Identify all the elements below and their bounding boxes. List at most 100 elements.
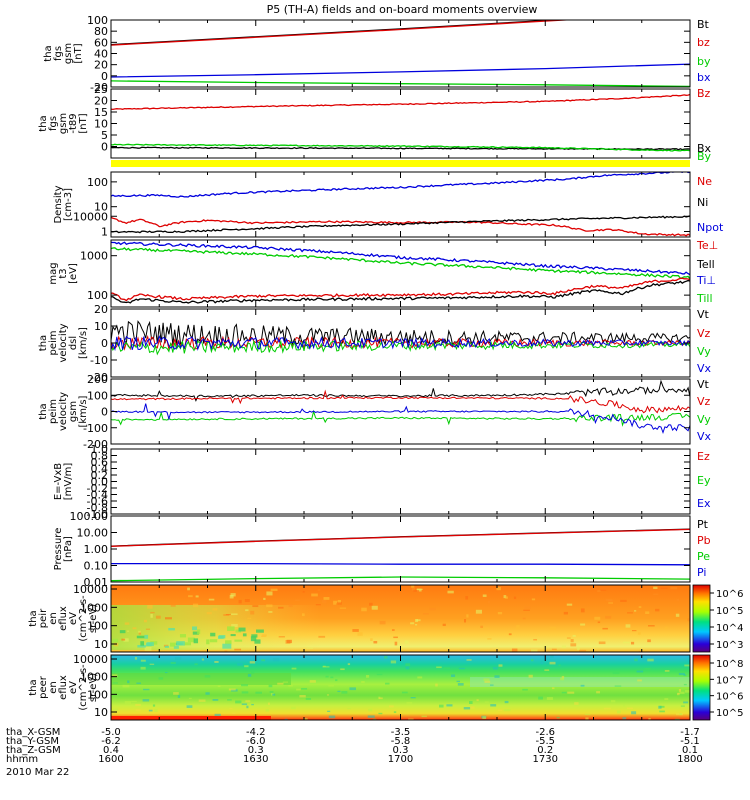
peir-pixel: [121, 638, 126, 641]
peer-pixel: [435, 683, 438, 687]
y-axis-label: tha: [28, 610, 39, 626]
peir-pixel: [352, 629, 359, 632]
peir-pixel: [429, 607, 436, 611]
peir-pixel: [170, 604, 176, 607]
colorbar-tick-label: 10^5: [716, 708, 743, 719]
peir-pixel: [570, 643, 577, 647]
peer-pixel: [322, 666, 330, 668]
y-axis-label: peim: [48, 399, 59, 424]
peir-pixel: [187, 587, 190, 591]
peer-pixel: [550, 655, 554, 658]
peir-pixel: [598, 641, 606, 645]
peer-pixel: [204, 675, 211, 678]
peir-pixel: [687, 618, 690, 622]
legend-ne: Ne: [697, 175, 712, 188]
peer-pixel: [112, 682, 118, 684]
peer-pixel: [546, 697, 553, 701]
peir-pixel: [660, 587, 668, 589]
peir-pixel: [496, 586, 501, 591]
peer-pixel: [136, 682, 141, 684]
x-tick-label: -6.2: [101, 736, 121, 747]
peer-band: [470, 677, 690, 687]
y-tick-label: 40: [94, 48, 108, 61]
peer-pixel: [476, 699, 479, 702]
peir-pixel: [127, 630, 130, 632]
peer-pixel: [325, 675, 329, 678]
peir-pixel: [413, 589, 419, 592]
y-axis-label: tha: [38, 115, 49, 131]
y-tick-label: 1000: [80, 250, 108, 263]
y-tick-label: -10: [90, 354, 108, 367]
y-tick-label: 0.2: [91, 469, 109, 482]
peer-pixel: [683, 701, 689, 704]
peir-pixel: [234, 648, 242, 651]
peir-pixel: [371, 605, 378, 610]
peir-pixel: [288, 604, 293, 608]
series-line-velocity_dsl-vt: [111, 320, 690, 347]
y-tick-label: -1.0: [87, 508, 108, 521]
peer-pixel: [140, 659, 146, 662]
peir-pixel: [323, 597, 330, 600]
peir-pixel: [373, 640, 378, 644]
peer-pixel: [188, 697, 192, 699]
peer-pixel: [528, 674, 533, 678]
fgs_t89-series: [111, 93, 690, 152]
y-tick-label: -20: [90, 371, 108, 384]
y-tick-label: 0: [101, 406, 108, 419]
y-axis-label: [nT]: [78, 113, 89, 133]
peer-pixel: [241, 703, 248, 706]
peir-pixel: [209, 639, 218, 643]
peer-pixel: [494, 675, 500, 678]
peer-pixel: [347, 708, 351, 710]
peer-pixel: [584, 713, 591, 715]
peir-pixel: [278, 606, 284, 609]
peer-pixel: [644, 668, 651, 670]
peer-pixel: [469, 701, 473, 704]
y-tick-label: 200: [87, 373, 108, 386]
peir-pixel: [138, 631, 142, 635]
peer-pixel: [212, 699, 219, 701]
legend-by: By: [697, 150, 712, 163]
peir-pixel: [379, 620, 386, 625]
peer-pixel: [383, 656, 388, 659]
peir-pixel: [230, 634, 236, 637]
y-axis-label: gsm: [68, 401, 79, 422]
peir-pixel: [231, 624, 238, 628]
peir-pixel: [164, 645, 170, 648]
y-tick-label: -0.8: [87, 502, 108, 515]
peir-pixel: [193, 638, 199, 644]
peer-pixel: [368, 708, 373, 712]
peer-pixel: [450, 674, 456, 677]
peir-pixel: [487, 600, 490, 604]
peir-pixel: [570, 639, 574, 643]
peer-pixel: [328, 685, 334, 687]
legend-npot: Npot: [697, 221, 724, 234]
peir-pixel: [645, 611, 650, 615]
peer-pixel: [134, 656, 138, 660]
peer-pixel: [453, 670, 461, 672]
peer-pixel: [349, 687, 356, 691]
peir-pixel: [247, 617, 252, 620]
peir-pixel: [620, 599, 627, 602]
y-tick-label: 0: [101, 141, 108, 154]
peer-pixel: [296, 688, 301, 691]
peer-pixel: [561, 691, 567, 694]
y-tick-label: 15: [94, 106, 108, 119]
peir-pixel: [150, 613, 153, 618]
peer-pixel: [149, 663, 155, 665]
x-row-label: tha_Z-GSM: [6, 745, 61, 756]
peer-pixel: [361, 681, 365, 683]
peer-pixel: [135, 709, 141, 712]
peir-pixel: [566, 603, 573, 606]
y-axis-label: Pressure: [53, 528, 64, 571]
y-tick-label: 20: [94, 303, 108, 316]
y-axis-label: fgs: [53, 46, 64, 61]
peir-pixel: [212, 608, 218, 611]
peir-pixel: [222, 643, 232, 649]
peir-pixel: [179, 634, 187, 638]
peir-pixel: [176, 642, 184, 645]
x-tick-label: 1700: [388, 754, 413, 765]
peir-pixel: [318, 635, 326, 638]
